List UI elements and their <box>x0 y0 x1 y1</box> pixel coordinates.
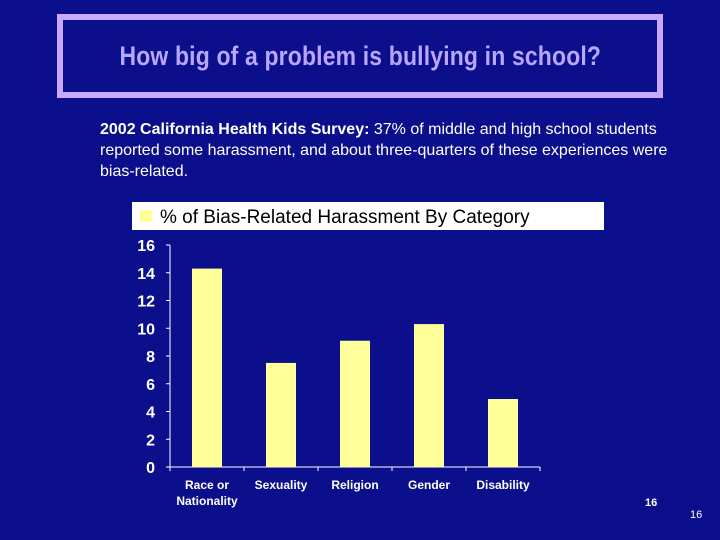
x-tick-label: Disability <box>476 478 530 492</box>
x-tick-label: Nationality <box>176 494 238 508</box>
slide-title: How big of a problem is bullying in scho… <box>119 40 601 71</box>
survey-source: 2002 California Health Kids Survey: <box>100 121 370 138</box>
bar <box>414 324 444 467</box>
title-frame: How big of a problem is bullying in scho… <box>57 14 663 98</box>
y-tick-label: 14 <box>137 266 155 283</box>
x-tick-label: Religion <box>331 478 378 492</box>
legend-box <box>132 202 604 230</box>
page-number: 16 <box>690 509 703 521</box>
legend-swatch <box>140 210 152 222</box>
bar <box>488 399 518 467</box>
x-tick-label: Gender <box>408 478 450 492</box>
page-number-inner: 16 <box>645 497 658 509</box>
y-tick-label: 16 <box>137 238 155 255</box>
y-tick-label: 6 <box>146 377 155 394</box>
y-tick-label: 4 <box>146 405 155 422</box>
bar <box>340 340 370 467</box>
y-tick-label: 8 <box>146 349 155 366</box>
y-tick-label: 2 <box>146 432 155 449</box>
survey-finding: 37% of middle and high school students r… <box>100 121 668 180</box>
x-tick-label: Sexuality <box>255 478 308 492</box>
x-tick-label: Race or <box>185 478 229 492</box>
y-tick-label: 10 <box>137 321 155 338</box>
bar <box>192 268 222 467</box>
legend-label: % of Bias-Related Harassment By Category <box>160 207 530 228</box>
bar <box>266 362 296 467</box>
survey-description: 2002 California Health Kids Survey: 37% … <box>100 119 685 182</box>
y-tick-label: 0 <box>146 460 155 477</box>
y-tick-label: 12 <box>137 294 155 311</box>
